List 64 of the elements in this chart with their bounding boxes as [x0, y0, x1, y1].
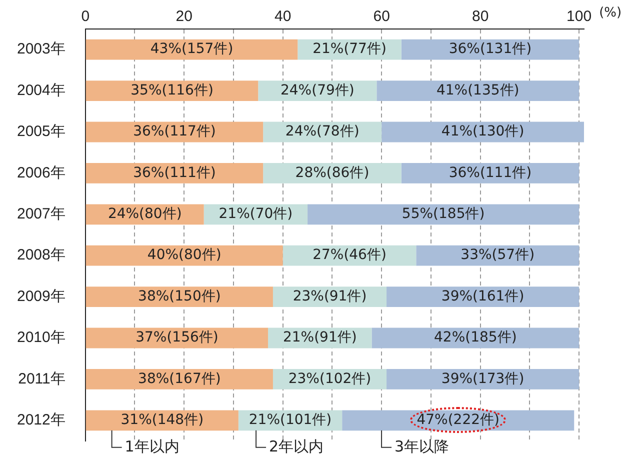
- data-label: 21%(91件): [282, 330, 357, 346]
- data-label: 24%(79件): [280, 82, 354, 98]
- data-label: 39%(161件): [441, 288, 524, 304]
- y-tick-label: 2003年: [16, 40, 66, 58]
- series-label: 1年以内: [124, 437, 180, 456]
- data-label: 55%(185件): [402, 206, 485, 222]
- y-tick-label: 2012年: [16, 412, 66, 429]
- y-tick-label: 2011年: [18, 370, 66, 388]
- data-label: 38%(167件): [138, 370, 221, 387]
- bar: [86, 163, 264, 184]
- data-label: 39%(173件): [441, 370, 524, 387]
- series-label: 2年以内: [269, 437, 324, 456]
- y-tick-label: 2005年: [16, 123, 66, 140]
- bar: [376, 80, 580, 101]
- bar: [86, 286, 273, 307]
- data-label: 23%(102件): [288, 370, 372, 387]
- data-label: 47%(222件): [416, 412, 500, 428]
- data-label: 41%(130件): [441, 124, 524, 140]
- bar: [342, 410, 574, 431]
- data-label: 37%(156件): [136, 330, 218, 346]
- bar: [386, 369, 580, 390]
- x-tick-label: 80: [472, 8, 489, 26]
- y-tick-label: 2006年: [16, 164, 66, 182]
- y-tick-label: 2007年: [16, 206, 66, 223]
- bar: [416, 245, 580, 266]
- data-label: 36%(111件): [448, 164, 532, 181]
- y-tick-label: 2008年: [16, 246, 66, 264]
- data-label: 23%(91件): [292, 288, 367, 304]
- x-tick-label: 20: [176, 8, 192, 26]
- data-label: 27%(46件): [312, 247, 386, 264]
- bar: [386, 286, 580, 307]
- bar: [86, 39, 298, 60]
- x-tick-label: 0: [81, 8, 90, 26]
- x-tick-label: 100: [566, 8, 592, 26]
- bar: [308, 204, 580, 225]
- data-label: 24%(78件): [285, 124, 360, 140]
- y-tick-label: 2010年: [16, 329, 66, 346]
- y-tick-label: 2009年: [16, 288, 66, 305]
- data-label: 36%(131件): [448, 41, 532, 58]
- y-tick-label: 2004年: [16, 82, 66, 99]
- data-label: 36%(111件): [133, 164, 216, 181]
- bar: [86, 245, 283, 266]
- data-label: 35%(116件): [130, 82, 214, 98]
- data-label: 43%(157件): [150, 41, 234, 58]
- bar: [401, 39, 580, 60]
- data-label: 28%(86件): [295, 164, 370, 181]
- data-label: 36%(117件): [133, 124, 216, 140]
- data-label: 41%(135件): [436, 82, 520, 98]
- data-label: 38%(150件): [138, 288, 221, 304]
- data-label: 21%(70件): [218, 206, 293, 222]
- bar: [86, 369, 273, 390]
- data-label: 21%(77件): [312, 41, 386, 58]
- data-label: 33%(57件): [460, 247, 535, 264]
- bar: [401, 163, 580, 184]
- data-label: 24%(80件): [108, 206, 182, 222]
- data-label: 42%(185件): [434, 330, 517, 346]
- x-tick-label: 60: [373, 8, 390, 26]
- x-axis-title: (%): [599, 5, 622, 20]
- series-label: 3年以降: [394, 437, 450, 456]
- data-label: 31%(148件): [120, 412, 204, 428]
- bar: [86, 80, 258, 101]
- data-label: 21%(101件): [248, 412, 332, 428]
- x-tick-label: 40: [274, 8, 292, 26]
- data-label: 40%(80件): [147, 247, 222, 264]
